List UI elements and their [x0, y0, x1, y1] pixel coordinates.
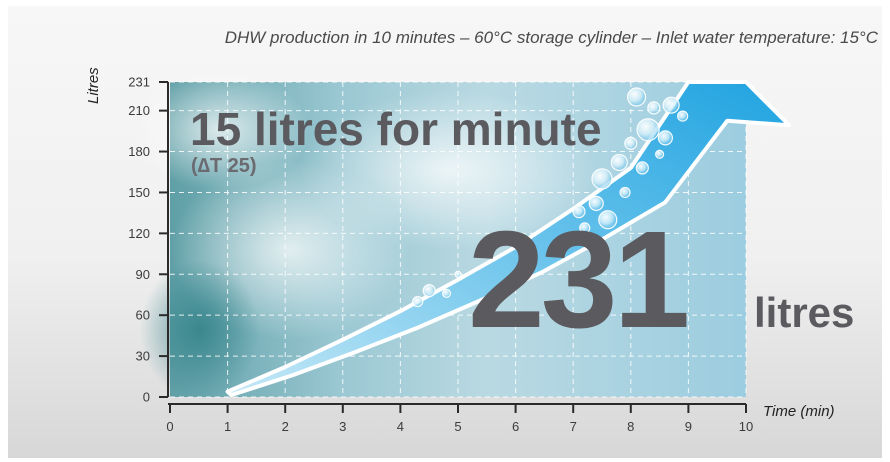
headline-delta: (∆T 25) — [191, 155, 257, 177]
bubble-icon — [598, 210, 618, 230]
headline-rate: 15 litres for minute — [190, 103, 602, 155]
x-tick-label: 6 — [512, 419, 519, 434]
y-tick-label: 231 — [128, 75, 150, 90]
bubble-icon — [636, 118, 660, 142]
bubble-icon — [588, 195, 604, 211]
y-tick-label: 60 — [136, 308, 150, 323]
bubble-icon — [654, 149, 665, 159]
bubbles-decoration — [412, 87, 689, 308]
x-tick-label: 5 — [454, 419, 461, 434]
y-tick-label: 120 — [128, 226, 150, 241]
bubble-icon — [677, 110, 689, 122]
x-tick-label: 8 — [627, 419, 634, 434]
y-axis-title: Litres — [85, 67, 102, 104]
bubble-icon — [626, 87, 647, 107]
axis-ticks: 0 30 60 90 120 150 180 210 231 0 1 2 3 4 5 6 7 8 9 10 — [128, 75, 753, 435]
bubble-icon — [657, 130, 673, 146]
y-tick-label: 210 — [128, 103, 150, 118]
x-tick-label: 7 — [570, 419, 577, 434]
bubble-icon — [635, 161, 649, 175]
bubble-icon — [662, 96, 680, 114]
bubble-icon — [610, 153, 628, 172]
headline-total-value: 231 — [468, 203, 686, 357]
bubble-icon — [454, 270, 462, 278]
x-tick-label: 4 — [397, 419, 404, 434]
bubble-icon — [412, 295, 424, 308]
x-tick-label: 2 — [282, 419, 289, 434]
x-axis-title: Time (min) — [763, 403, 835, 420]
headline-total-unit: litres — [754, 289, 854, 336]
bubble-icon — [422, 284, 436, 298]
bubble-icon — [579, 222, 591, 234]
bubble-icon — [572, 204, 586, 219]
x-tick-label: 9 — [685, 419, 692, 434]
x-tick-label: 1 — [224, 419, 231, 434]
bubble-icon — [647, 101, 661, 115]
bubble-icon — [619, 186, 631, 199]
y-tick-label: 90 — [136, 267, 150, 282]
chart-title: DHW production in 10 minutes – 60°C stor… — [224, 28, 878, 47]
x-tick-label: 0 — [166, 419, 173, 434]
x-tick-label: 3 — [339, 419, 346, 434]
x-tick-label: 10 — [739, 419, 753, 434]
bubble-icon — [624, 136, 638, 150]
bubble-icon — [591, 168, 613, 190]
bubble-icon — [560, 234, 575, 249]
y-tick-label: 0 — [143, 390, 150, 405]
y-tick-label: 150 — [128, 185, 150, 200]
bubble-icon — [441, 288, 452, 298]
y-tick-label: 30 — [136, 349, 150, 364]
y-tick-label: 180 — [128, 144, 150, 159]
